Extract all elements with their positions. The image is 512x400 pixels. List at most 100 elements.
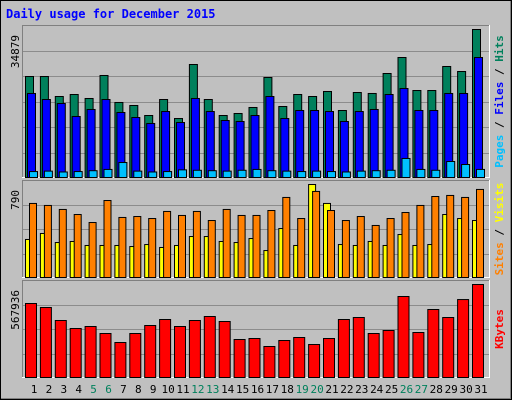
bar bbox=[401, 212, 410, 278]
bar bbox=[159, 318, 172, 378]
bar bbox=[101, 99, 111, 178]
bar bbox=[207, 170, 217, 179]
bar bbox=[312, 170, 322, 178]
bar bbox=[416, 168, 426, 178]
x-tick-label: 25 bbox=[385, 383, 398, 396]
bar bbox=[371, 224, 380, 278]
bar bbox=[222, 208, 231, 278]
bar bbox=[174, 325, 186, 378]
bar bbox=[178, 214, 186, 278]
x-tick-label: 21 bbox=[325, 383, 338, 396]
bar bbox=[416, 204, 425, 279]
bar bbox=[263, 346, 276, 379]
bar bbox=[431, 196, 440, 279]
bar bbox=[146, 122, 156, 178]
bar bbox=[476, 168, 485, 178]
bar bbox=[297, 171, 307, 179]
bar bbox=[386, 169, 396, 178]
legend-separator: / bbox=[493, 115, 506, 135]
bar bbox=[88, 222, 97, 278]
x-tick-label: 15 bbox=[236, 383, 249, 396]
x-tick-label: 30 bbox=[459, 383, 472, 396]
x-tick-label: 11 bbox=[176, 383, 189, 396]
bar bbox=[282, 170, 292, 178]
bar bbox=[250, 115, 260, 178]
bar bbox=[88, 170, 98, 179]
bar bbox=[203, 315, 216, 379]
bar bbox=[43, 170, 53, 178]
bar bbox=[188, 319, 201, 378]
legend-separator: / bbox=[493, 222, 506, 242]
bar bbox=[446, 194, 455, 278]
bar bbox=[341, 171, 351, 178]
x-tick-label: 4 bbox=[75, 383, 82, 396]
bar bbox=[461, 196, 470, 279]
bar bbox=[252, 168, 262, 178]
bar bbox=[267, 170, 277, 179]
bar bbox=[384, 94, 394, 178]
bar bbox=[295, 109, 305, 178]
bar bbox=[178, 169, 187, 179]
bar bbox=[412, 331, 425, 379]
bar bbox=[461, 164, 471, 179]
bar bbox=[25, 303, 37, 379]
bar bbox=[133, 216, 142, 278]
legend: KBytes bbox=[493, 309, 506, 349]
bar bbox=[352, 317, 365, 379]
bar bbox=[58, 208, 67, 278]
bar bbox=[69, 327, 82, 379]
legend-entry: KBytes bbox=[493, 309, 506, 349]
bar bbox=[41, 99, 51, 178]
x-tick-label: 20 bbox=[310, 383, 323, 396]
bar bbox=[43, 204, 52, 279]
bar bbox=[267, 210, 276, 278]
bar bbox=[29, 171, 38, 179]
bar bbox=[163, 210, 172, 278]
x-tick-label: 19 bbox=[296, 383, 309, 396]
x-tick-label: 8 bbox=[135, 383, 142, 396]
x-tick-label: 28 bbox=[430, 383, 443, 396]
bar bbox=[192, 169, 202, 178]
bar bbox=[86, 108, 96, 178]
bar bbox=[367, 333, 380, 379]
bar bbox=[118, 216, 127, 278]
bar bbox=[144, 324, 157, 378]
bar bbox=[446, 161, 456, 178]
x-tick-label: 27 bbox=[415, 383, 428, 396]
bar bbox=[133, 170, 143, 178]
bar bbox=[235, 120, 245, 178]
bar bbox=[325, 111, 334, 178]
bar bbox=[237, 214, 246, 278]
x-tick-label: 1 bbox=[31, 383, 38, 396]
bar bbox=[207, 220, 216, 278]
legend-entry: Pages bbox=[493, 135, 506, 168]
bar bbox=[29, 202, 37, 279]
bar bbox=[220, 120, 230, 178]
legend: Sites / Visits bbox=[493, 183, 506, 276]
bar bbox=[248, 337, 261, 378]
x-tick-label: 3 bbox=[60, 383, 67, 396]
bar bbox=[312, 190, 321, 278]
bar bbox=[397, 296, 410, 378]
bar bbox=[99, 333, 112, 379]
bar bbox=[382, 330, 395, 379]
x-tick-label: 7 bbox=[120, 383, 127, 396]
bar bbox=[103, 168, 113, 178]
bar bbox=[205, 111, 215, 178]
bar bbox=[339, 120, 349, 178]
bar bbox=[103, 200, 112, 279]
legend-separator: / bbox=[493, 62, 506, 82]
bar bbox=[129, 333, 142, 379]
bar bbox=[457, 299, 470, 379]
bar bbox=[293, 337, 306, 378]
bar bbox=[54, 319, 67, 378]
bar bbox=[280, 118, 290, 178]
bar bbox=[429, 109, 439, 178]
x-tick-label: 17 bbox=[266, 383, 279, 396]
bar bbox=[114, 341, 127, 379]
bar bbox=[237, 169, 247, 178]
x-tick-label: 2 bbox=[46, 383, 53, 396]
bar bbox=[118, 162, 128, 179]
bar bbox=[356, 216, 365, 278]
